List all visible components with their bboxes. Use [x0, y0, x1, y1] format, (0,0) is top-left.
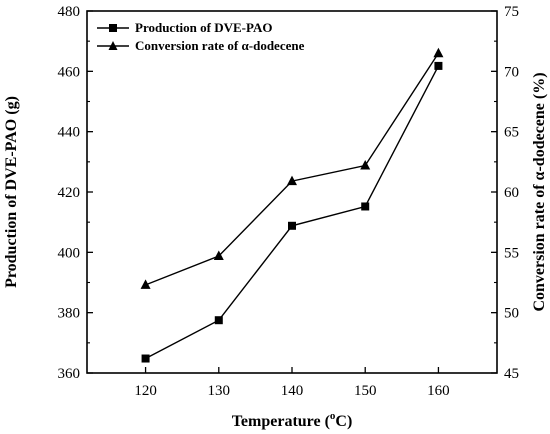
series-layer: [140, 47, 444, 363]
y-left-tick-label: 440: [58, 125, 81, 141]
y-left-tick-label: 420: [58, 185, 81, 201]
x-axis-title-sup: o: [330, 410, 336, 422]
x-axis-title: Temperature (oC): [232, 410, 353, 430]
legend-label-conversion: Conversion rate of α-dodecene: [135, 38, 305, 53]
y-left-tick-label: 460: [58, 64, 81, 80]
data-point-triangle: [140, 279, 151, 289]
data-point-triangle: [360, 159, 371, 170]
legend-label-production: Production of DVE-PAO: [135, 20, 272, 35]
y-left-tick-label: 360: [58, 366, 81, 382]
y-left-tick-label: 400: [58, 245, 81, 261]
data-point-square: [214, 316, 223, 325]
data-point-triangle: [433, 47, 444, 58]
data-point-square: [141, 354, 150, 363]
ticks-layer: 120 130 140 150 160 360 380 400 420 440 460 480 45 50…: [58, 4, 520, 399]
y-right-tick-label: 55: [504, 245, 519, 261]
series-line-0: [145, 65, 440, 360]
y-axis-left-title: Production of DVE-PAO (g): [3, 96, 20, 288]
legend: Production of DVE-PAO Conversion rate of…: [97, 20, 305, 53]
plot-frame: [86, 10, 498, 374]
data-point-triangle: [213, 250, 224, 260]
x-axis-title-main: Temperature (: [232, 413, 330, 430]
data-point-square: [361, 202, 370, 211]
x-axis-title-end: C): [335, 413, 352, 430]
y-left-tick-label: 380: [58, 306, 81, 322]
y-right-tick-label: 45: [504, 366, 519, 382]
y-right-tick-label: 60: [504, 185, 519, 201]
data-point-square: [288, 221, 296, 230]
x-tick-label: 160: [427, 383, 450, 399]
x-tick-label: 130: [208, 383, 231, 399]
y-left-tick-label: 480: [58, 4, 81, 20]
x-tick-label: 120: [134, 383, 157, 399]
y-axis-right-title: Conversion rate of α-dodecene (%): [531, 72, 548, 311]
y-right-tick-label: 75: [504, 4, 519, 20]
legend-marker-square: [109, 24, 117, 32]
y-right-tick-label: 50: [504, 306, 519, 322]
y-right-tick-label: 70: [504, 64, 519, 80]
legend-marker-triangle: [108, 41, 118, 50]
data-point-triangle: [287, 175, 297, 186]
data-point-square: [434, 61, 443, 70]
x-tick-label: 150: [354, 383, 377, 399]
series-line-1: [145, 52, 439, 286]
y-right-tick-label: 65: [504, 125, 519, 141]
x-tick-label: 140: [281, 383, 304, 399]
